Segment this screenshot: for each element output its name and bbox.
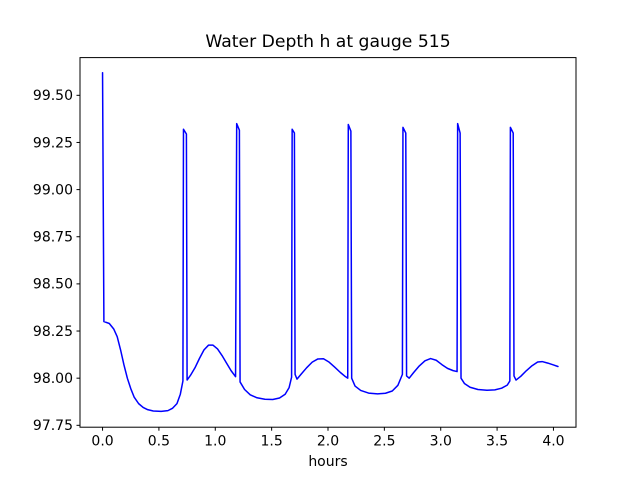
y-tick-label: 98.25 [33,324,73,340]
x-tick-label: 0.0 [91,434,113,450]
x-tick-label: 1.0 [204,434,226,450]
chart-title: Water Depth h at gauge 515 [205,32,450,52]
y-tick-label: 98.75 [33,230,73,246]
x-tick-label: 0.5 [148,434,170,450]
x-tick-label: 1.5 [261,434,283,450]
x-tick-label: 4.0 [542,434,564,450]
y-tick-label: 97.75 [33,418,73,434]
x-axis-label: hours [308,454,347,470]
y-tick-label: 99.00 [33,182,73,198]
data-line-water-depth-h [101,71,559,413]
x-tick-label: 2.0 [317,434,339,450]
y-tick-label: 99.50 [33,88,73,104]
x-tick-label: 3.0 [430,434,452,450]
x-tick-label: 3.5 [486,434,508,450]
x-tick-label: 2.5 [373,434,395,450]
y-tick-label: 98.00 [33,371,73,387]
plot-border [79,57,577,428]
y-tick-label: 99.25 [33,135,73,151]
y-tick-label: 98.50 [33,277,73,293]
